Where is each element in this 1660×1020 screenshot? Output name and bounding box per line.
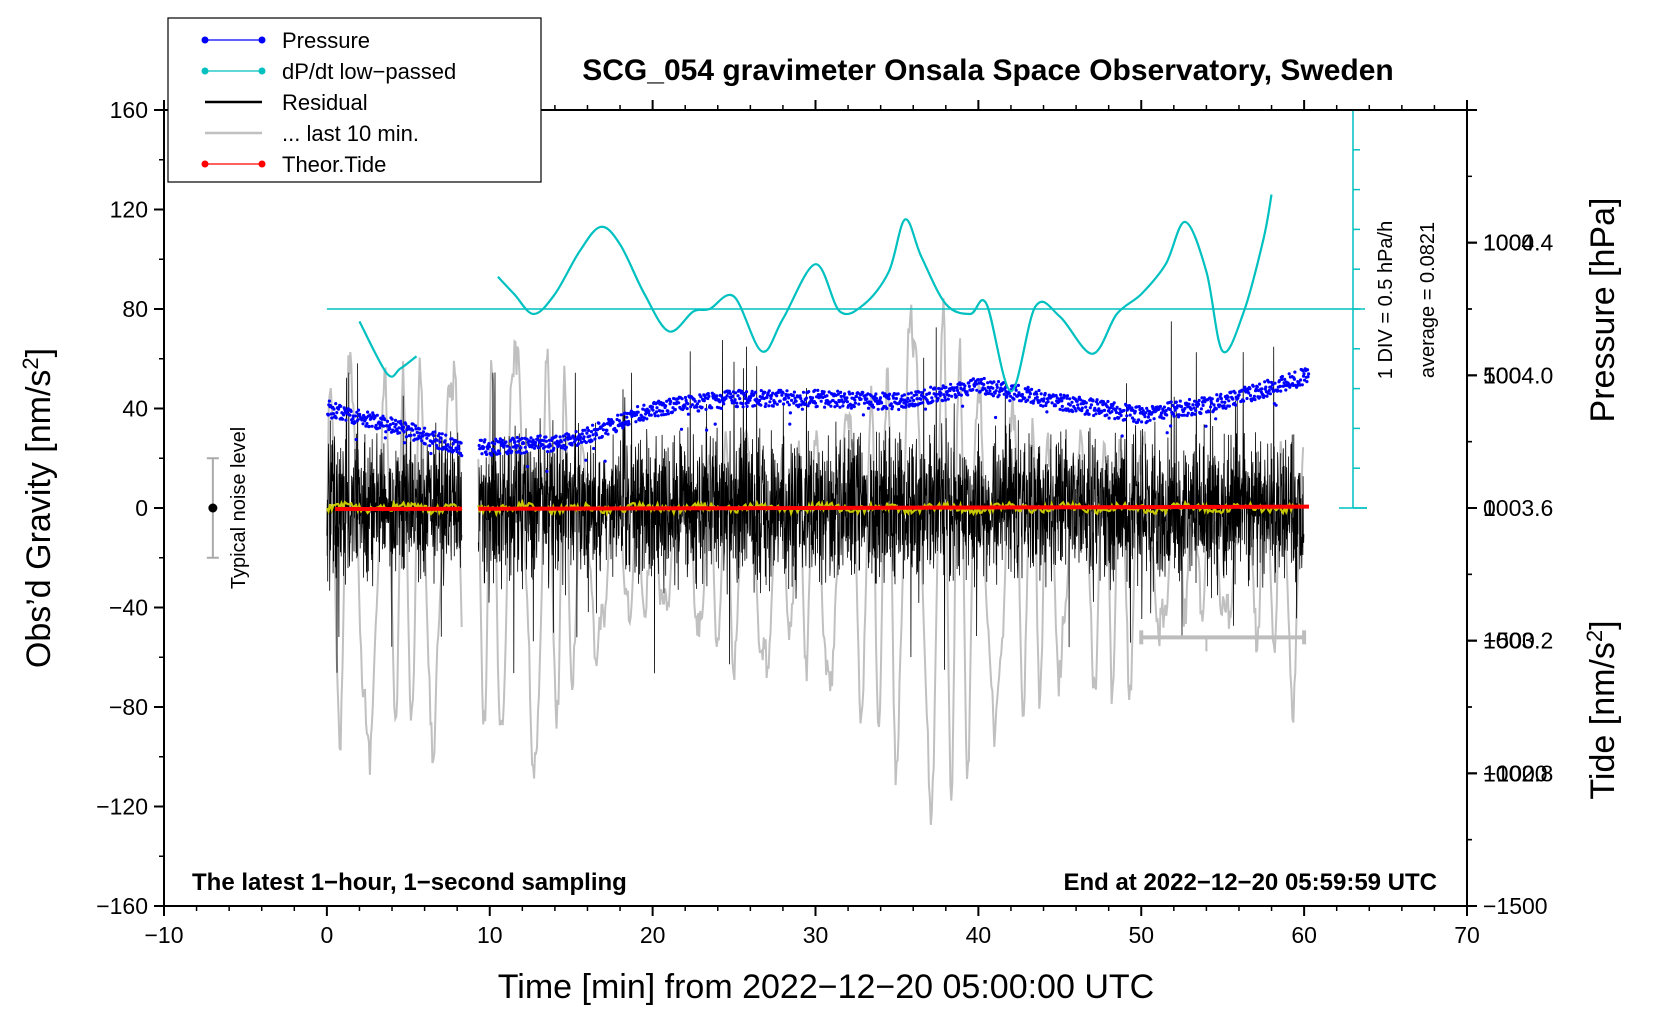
tide-tick-label: −1500 (1483, 893, 1548, 919)
x-tick-label: −10 (144, 922, 183, 948)
legend-swatch-dot (258, 36, 266, 44)
tide-tick-label: 1000 (1483, 230, 1534, 256)
theor-tide-line (478, 504, 1310, 511)
legend-swatch-dot (258, 67, 266, 75)
legend-swatch-dot (258, 160, 266, 168)
y-tick-label: 160 (110, 97, 148, 123)
scales-layer (206, 109, 1367, 652)
pressure-tick-label: 1002.8 (1483, 760, 1553, 786)
dpdt-scale-label: 1 DIV = 0.5 hPa/h (1375, 221, 1397, 379)
x-tick-label: 70 (1454, 922, 1480, 948)
y-tick-label: −120 (96, 794, 148, 820)
legend-label: Theor.Tide (282, 152, 386, 177)
tide-tick-label: 500 (1483, 362, 1521, 388)
y-tick-label: 120 (110, 197, 148, 223)
x-axis-title: Time [min] from 2022−12−20 05:00:00 UTC (498, 968, 1154, 1006)
pressure-axis-title: Pressure [hPa] (1584, 198, 1622, 423)
annotation-sampling: The latest 1−hour, 1−second sampling (192, 869, 627, 896)
pressure-points (477, 367, 1311, 473)
tide-tick-label: −500 (1483, 628, 1535, 654)
chart-title: SCG_054 gravimeter Onsala Space Observat… (582, 54, 1394, 87)
data-layer (325, 194, 1311, 825)
legend-swatch-dot (201, 160, 209, 168)
dpdt-line (497, 194, 1273, 393)
legend-label: dP/dt low−passed (282, 59, 456, 84)
legend-swatch-dot (201, 67, 209, 75)
x-tick-label: 50 (1128, 922, 1154, 948)
y-axis-title: Obs’d Gravity [nm/s2] (18, 348, 59, 668)
tide-axis-title: Tide [nm/s2] (1582, 620, 1623, 799)
noise-center-dot (208, 503, 218, 513)
y-tick-label: −40 (109, 595, 148, 621)
dpdt-average-label: average = 0.0821 (1417, 222, 1439, 378)
legend-box (167, 17, 542, 183)
legend-label: Pressure (282, 28, 370, 53)
pressure-points (326, 399, 464, 458)
y-tick-label: −160 (96, 893, 148, 919)
y-tick-label: −80 (109, 694, 148, 720)
x-tick-label: 10 (477, 922, 503, 948)
pressure-tick-label: 1004.4 (1483, 230, 1554, 256)
noise-level-label: Typical noise level (228, 427, 250, 589)
residual-line (326, 363, 463, 673)
tide-tick-label: 0 (1483, 495, 1496, 521)
tide-last10-line (325, 351, 463, 775)
y-tick-label: 40 (122, 396, 148, 422)
residual-line (477, 321, 1305, 674)
legend-label: ... last 10 min. (282, 121, 419, 146)
axes-layer: −10 0 10 20 30 40 50 60 70 −160 −120 −80 −40 0 40 80 120… (96, 97, 1553, 948)
pressure-tick-label: 1003.6 (1483, 495, 1553, 521)
legend: Pressure dP/dt low−passed Residual ... last… (167, 17, 542, 183)
y-tick-label: 0 (135, 495, 148, 521)
pressure-tick-label: 1004.0 (1483, 362, 1553, 388)
annotation-end-time: End at 2022−12−20 05:59:59 UTC (1063, 869, 1437, 896)
legend-swatch-dot (201, 36, 209, 44)
dpdt-line (358, 320, 418, 378)
pressure-tick-label: 1003.2 (1483, 628, 1553, 654)
x-tick-label: 0 (320, 922, 333, 948)
x-tick-label: 40 (966, 922, 992, 948)
y-tick-label: 80 (122, 296, 148, 322)
tide-tick-label: −1000 (1483, 760, 1548, 786)
x-tick-label: 30 (803, 922, 829, 948)
x-tick-label: 60 (1291, 922, 1317, 948)
legend-label: Residual (282, 90, 368, 115)
residual-smoothed-line (325, 499, 463, 517)
x-tick-label: 20 (640, 922, 666, 948)
